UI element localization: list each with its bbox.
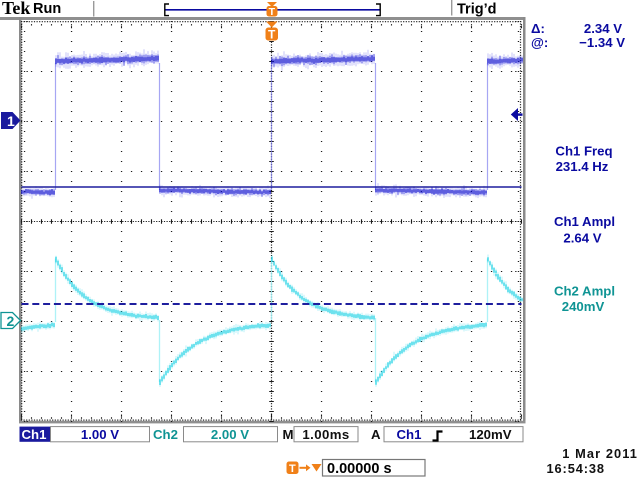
svg-text:240mV: 240mV <box>562 299 605 314</box>
svg-text:Tek: Tek <box>2 0 30 18</box>
svg-text:Ch1: Ch1 <box>397 427 422 442</box>
svg-text:2: 2 <box>7 313 15 329</box>
svg-text:T: T <box>289 463 296 475</box>
svg-text:Ch1 Ampl: Ch1 Ampl <box>554 214 615 229</box>
svg-text:1 Mar 2011: 1 Mar 2011 <box>562 446 638 461</box>
svg-text:@:: @: <box>531 35 548 50</box>
svg-text:231.4 Hz: 231.4 Hz <box>556 159 609 174</box>
svg-text:Ch1 Freq: Ch1 Freq <box>555 144 612 159</box>
svg-text:Ch2: Ch2 <box>153 427 178 442</box>
svg-text:1.00 V: 1.00 V <box>81 427 119 442</box>
svg-text:2.64 V: 2.64 V <box>563 231 601 246</box>
svg-text:Δ:: Δ: <box>531 21 545 36</box>
svg-text:A: A <box>371 427 381 442</box>
svg-text:Ch2 Ampl: Ch2 Ampl <box>554 284 615 299</box>
svg-text:1: 1 <box>7 113 15 129</box>
svg-text:16:54:38: 16:54:38 <box>547 461 605 476</box>
svg-text:T: T <box>268 28 276 42</box>
svg-text:Trig’d: Trig’d <box>457 2 496 18</box>
svg-text:120mV: 120mV <box>469 427 512 442</box>
svg-text:−1.34 V: −1.34 V <box>579 35 625 50</box>
svg-text:M: M <box>283 427 294 442</box>
svg-text:2.00 V: 2.00 V <box>211 427 249 442</box>
svg-text:Run: Run <box>33 1 61 17</box>
svg-text:T: T <box>269 6 276 18</box>
svg-text:2.34 V: 2.34 V <box>584 21 622 36</box>
svg-text:0.00000 s: 0.00000 s <box>327 461 392 477</box>
svg-text:1.00ms: 1.00ms <box>302 427 349 442</box>
svg-text:Ch1: Ch1 <box>22 427 47 442</box>
